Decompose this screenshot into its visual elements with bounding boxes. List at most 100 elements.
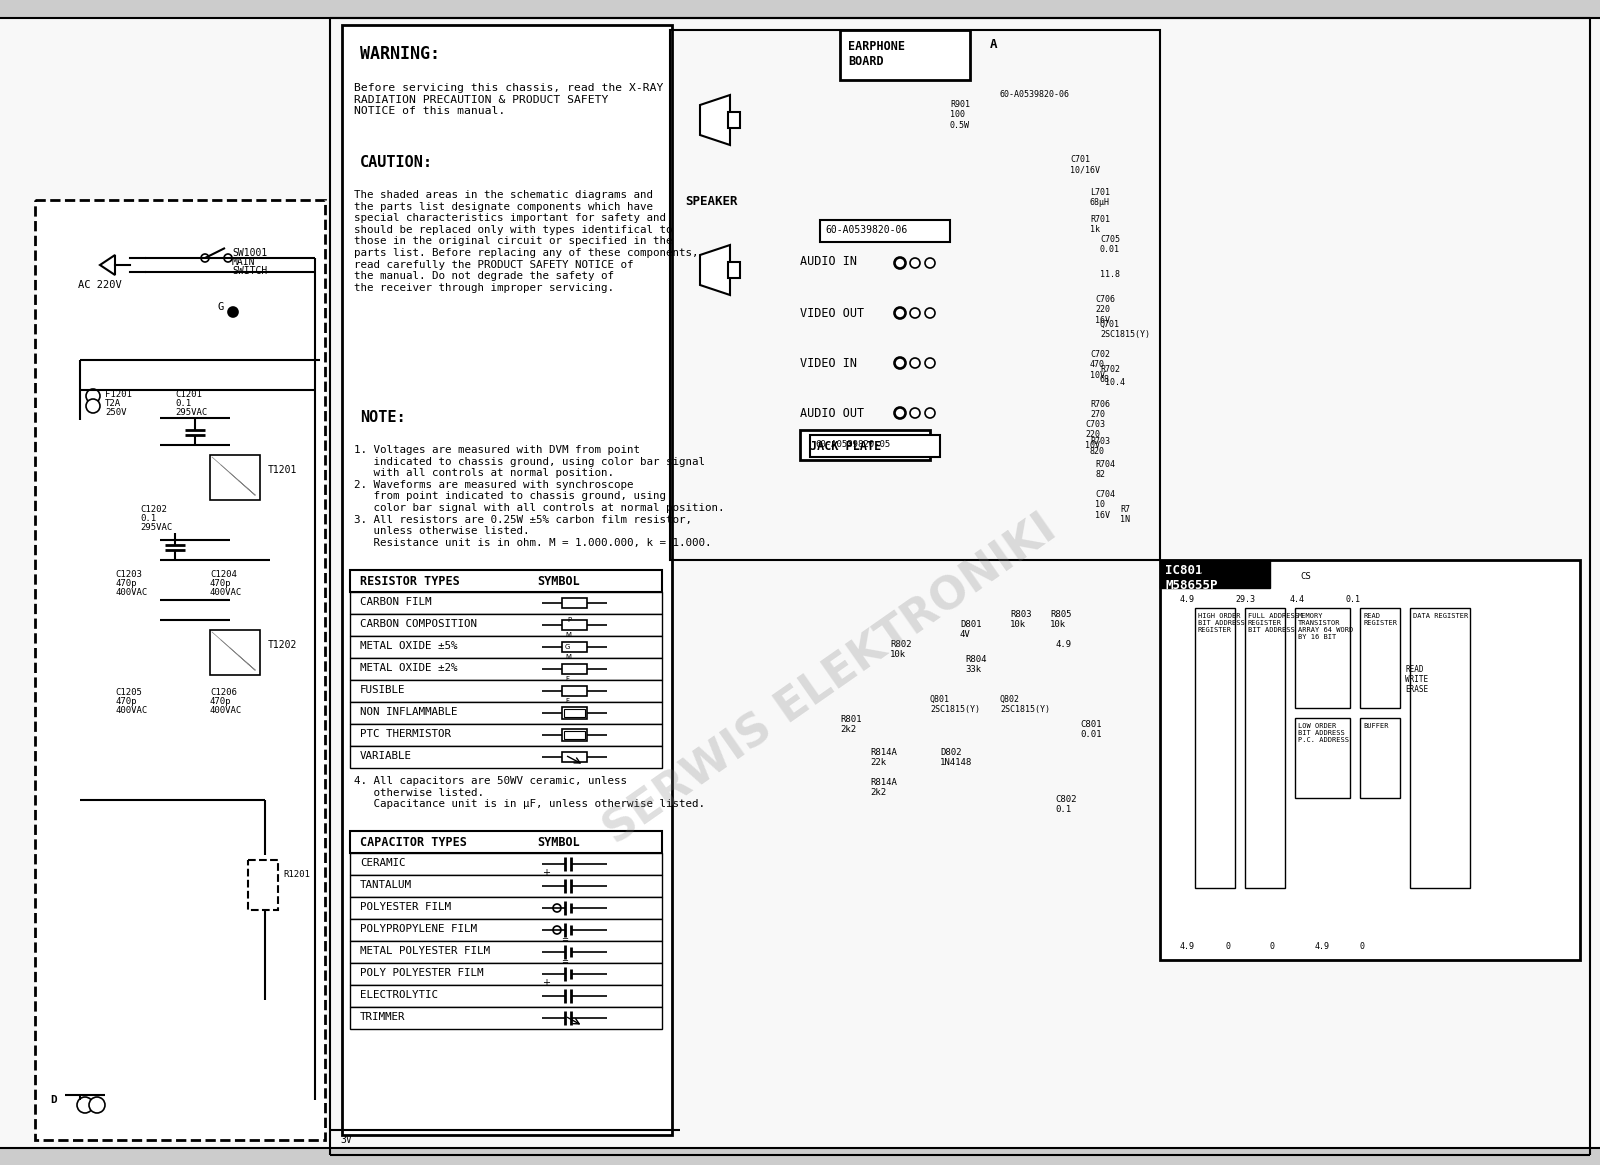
Text: 470p: 470p (210, 579, 232, 588)
Text: 60-A0539820-06: 60-A0539820-06 (826, 225, 907, 235)
Text: 4.9: 4.9 (1181, 595, 1195, 603)
Bar (562, 664, 587, 675)
Text: C706
220
16V: C706 220 16V (1094, 295, 1115, 325)
Circle shape (224, 254, 232, 262)
Circle shape (86, 389, 99, 403)
Circle shape (910, 358, 920, 368)
Text: R702
68: R702 68 (1101, 365, 1120, 384)
Text: D801
4V: D801 4V (960, 620, 981, 640)
Text: C1205: C1205 (115, 689, 142, 697)
Text: CARBON COMPOSITION: CARBON COMPOSITION (360, 619, 477, 629)
Bar (0, 0, 1600, 17)
Text: 470p: 470p (115, 579, 136, 588)
Text: CARBON FILM: CARBON FILM (360, 596, 432, 607)
Bar (248, 860, 278, 910)
Text: 0: 0 (1360, 942, 1365, 951)
Text: POLY POLYESTER FILM: POLY POLYESTER FILM (360, 968, 483, 977)
Circle shape (229, 308, 238, 317)
Bar (350, 963, 662, 984)
Text: T2A: T2A (106, 398, 122, 408)
Bar (840, 30, 970, 80)
Circle shape (202, 254, 210, 262)
Text: METAL OXIDE ±5%: METAL OXIDE ±5% (360, 641, 458, 651)
Bar (350, 592, 662, 614)
Bar (563, 709, 586, 716)
Circle shape (925, 257, 934, 268)
Bar (35, 200, 325, 1141)
Text: 60-A0539820-06: 60-A0539820-06 (1000, 90, 1070, 99)
Text: NON INFLAMMABLE: NON INFLAMMABLE (360, 707, 458, 716)
Text: CERAMIC: CERAMIC (360, 857, 405, 868)
Bar (350, 984, 662, 1007)
Text: C701
10/16V: C701 10/16V (1070, 155, 1101, 175)
Text: R801
2k2: R801 2k2 (840, 715, 861, 734)
Bar (350, 658, 662, 680)
Text: C705
0.01: C705 0.01 (1101, 235, 1120, 254)
Text: R814A
2k2: R814A 2k2 (870, 778, 898, 797)
Bar (562, 729, 587, 741)
Bar (1160, 560, 1270, 588)
Text: D802
1N4148: D802 1N4148 (941, 748, 973, 768)
Text: 1. Voltages are measured with DVM from point
   indicated to chassis ground, usi: 1. Voltages are measured with DVM from p… (354, 445, 725, 548)
Bar (562, 707, 587, 719)
Text: BUFFER: BUFFER (1363, 723, 1389, 729)
Text: IC801
M58655P: IC801 M58655P (1165, 564, 1218, 592)
Circle shape (894, 358, 906, 368)
Bar (210, 456, 259, 500)
Text: SERWIS ELEKTRONIKI: SERWIS ELEKTRONIKI (595, 507, 1064, 853)
Text: C802
0.1: C802 0.1 (1054, 795, 1077, 814)
Text: T1201: T1201 (269, 465, 298, 475)
Text: L701
68μH: L701 68μH (1090, 188, 1110, 207)
Bar (350, 614, 662, 636)
Text: SYMBOL: SYMBOL (538, 836, 579, 849)
Bar (350, 875, 662, 897)
Text: ELECTROLYTIC: ELECTROLYTIC (360, 990, 438, 1000)
Text: R703
820: R703 820 (1090, 437, 1110, 457)
Text: +: + (542, 977, 550, 988)
Text: D: D (50, 1095, 56, 1104)
Text: 0.1: 0.1 (141, 514, 157, 523)
Text: 0: 0 (1226, 942, 1230, 951)
Bar (562, 620, 587, 630)
Text: MEMORY
TRANSISTOR
ARRAY 64 WORD
BY 16 BIT: MEMORY TRANSISTOR ARRAY 64 WORD BY 16 BI… (1298, 613, 1354, 640)
Bar (800, 430, 930, 460)
Text: R803
10k: R803 10k (1010, 610, 1032, 629)
Bar (562, 598, 587, 608)
Text: C1206: C1206 (210, 689, 237, 697)
Text: 295VAC: 295VAC (174, 408, 208, 417)
Text: R802
10k: R802 10k (890, 640, 912, 659)
Text: POLYESTER FILM: POLYESTER FILM (360, 902, 451, 912)
Text: 0: 0 (1270, 942, 1275, 951)
Text: C1204: C1204 (210, 570, 237, 579)
Circle shape (925, 408, 934, 418)
Text: +: + (542, 868, 550, 878)
Text: R7: R7 (1120, 504, 1130, 514)
Text: Q801
2SC1815(Y): Q801 2SC1815(Y) (930, 696, 979, 714)
Text: AUDIO IN: AUDIO IN (800, 255, 858, 268)
Text: VIDEO OUT: VIDEO OUT (800, 308, 864, 320)
Bar (350, 702, 662, 723)
Text: C704
10
16V: C704 10 16V (1094, 490, 1115, 520)
Text: M: M (565, 631, 571, 638)
Text: 400VAC: 400VAC (210, 588, 242, 596)
Bar (342, 24, 672, 1135)
Text: R805
10k: R805 10k (1050, 610, 1072, 629)
Text: C1201: C1201 (174, 390, 202, 398)
Text: LOW ORDER
BIT ADDRESS
P.C. ADDRESS: LOW ORDER BIT ADDRESS P.C. ADDRESS (1298, 723, 1349, 743)
Text: M: M (565, 654, 571, 661)
Text: READ
REGISTER: READ REGISTER (1363, 613, 1397, 626)
Text: WARNING:: WARNING: (360, 45, 440, 63)
Circle shape (894, 257, 906, 269)
Text: FUSIBLE: FUSIBLE (360, 685, 405, 696)
Text: CAUTION:: CAUTION: (360, 155, 434, 170)
Text: 29.3: 29.3 (1235, 595, 1254, 603)
Circle shape (894, 407, 906, 419)
Text: P: P (566, 617, 571, 623)
Text: VARIABLE: VARIABLE (360, 751, 413, 761)
Bar (810, 435, 941, 457)
Text: 4.9: 4.9 (1054, 640, 1070, 649)
Text: C801
0.01: C801 0.01 (1080, 720, 1101, 740)
Text: 250V: 250V (106, 408, 126, 417)
Text: TRIMMER: TRIMMER (360, 1012, 405, 1022)
Polygon shape (701, 96, 730, 144)
